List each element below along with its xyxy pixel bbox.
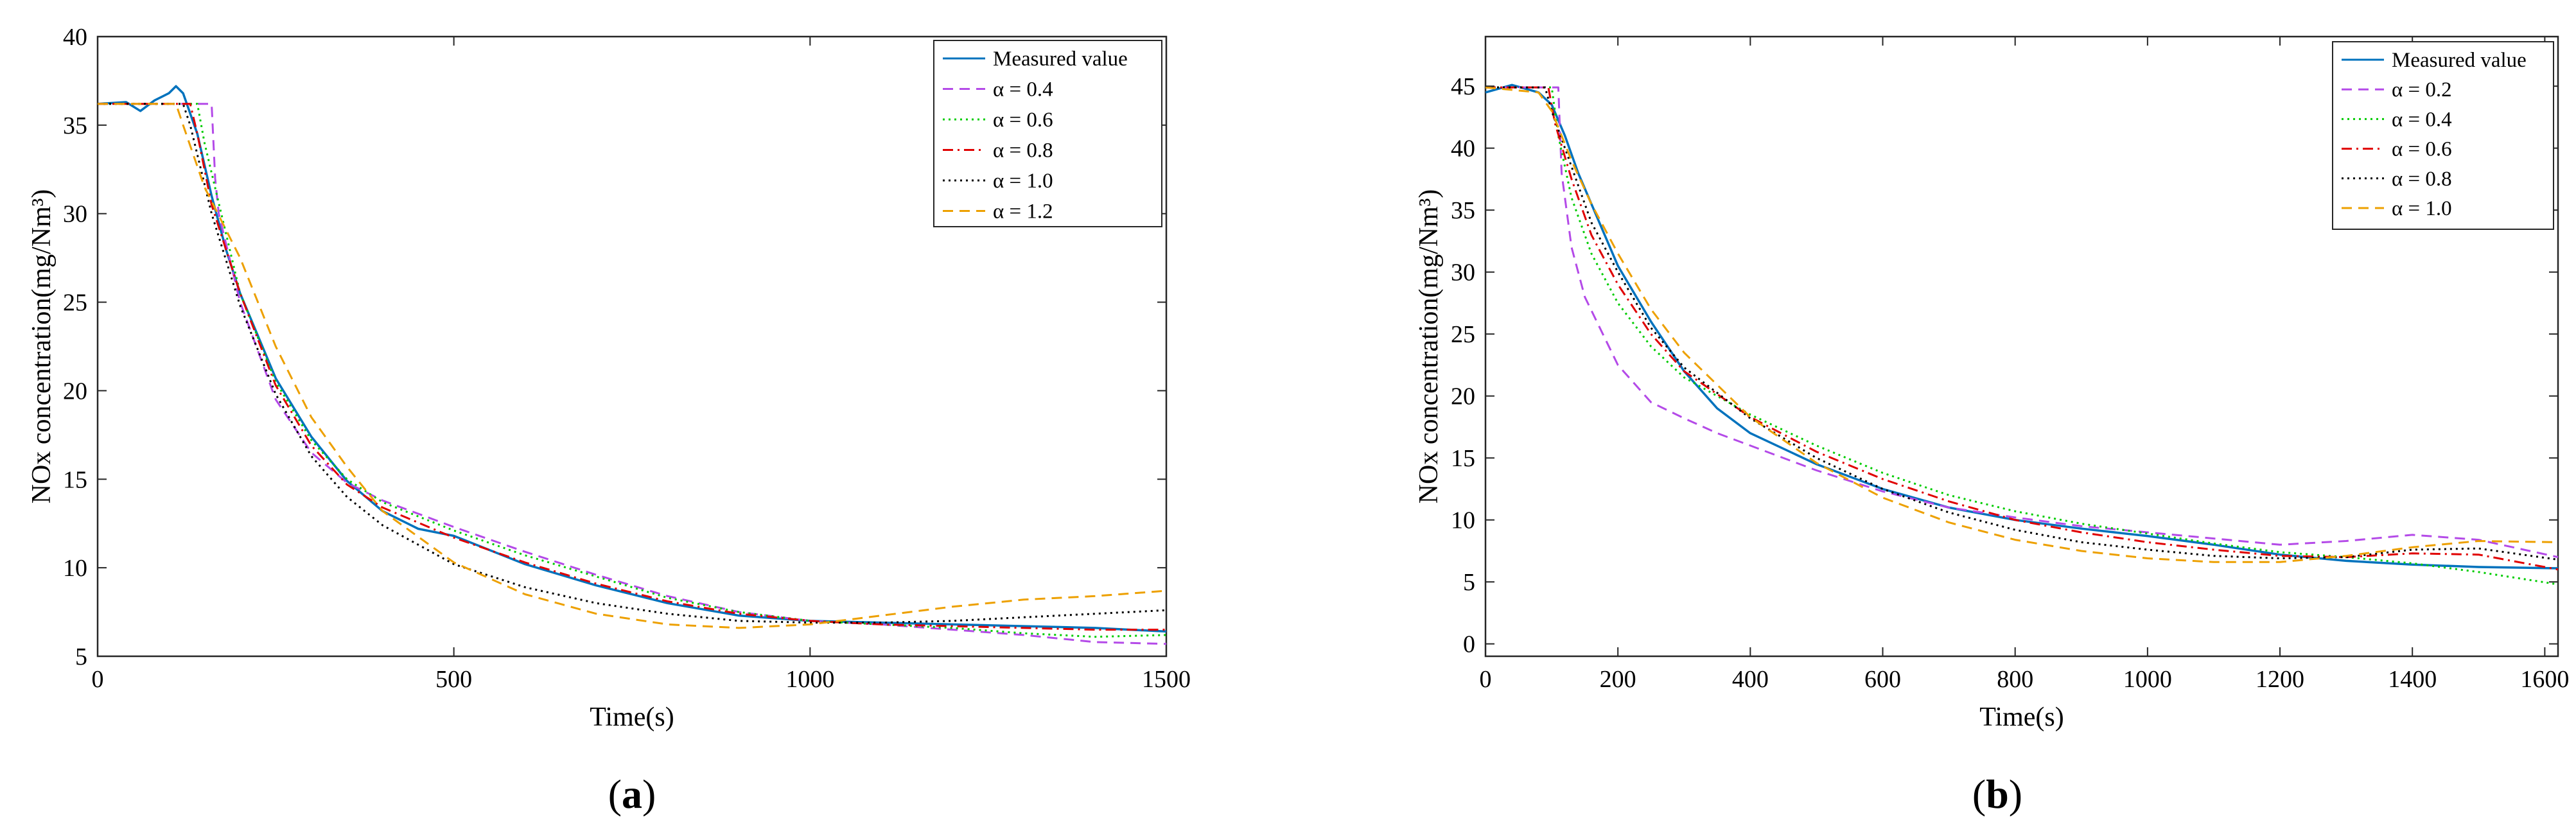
panel-a-label: (a) bbox=[608, 771, 656, 817]
panel-b-label: (b) bbox=[1972, 771, 2022, 817]
panel-b-label-open: ( bbox=[1972, 771, 1986, 817]
panel-b-x-axis-title: Time(s) bbox=[1979, 702, 2063, 732]
panel-b-y-tick-label: 25 bbox=[1451, 321, 1475, 348]
panel-b-chart: 0 200 400 600 800 1000 1200 1400 1600 0 5 10 15 20 25 3… bbox=[1414, 35, 2569, 817]
panel-b-legend-label-alpha-0-6: α = 0.6 bbox=[2392, 138, 2452, 161]
panel-a-y-tick-label: 5 bbox=[75, 643, 87, 670]
panel-a-legend-label-alpha-0-4: α = 0.4 bbox=[993, 78, 1053, 101]
panel-b-legend-label-alpha-1-0: α = 1.0 bbox=[2392, 197, 2452, 220]
panel-a-y-tick-label: 10 bbox=[63, 555, 87, 582]
panel-a-x-tick-label: 0 bbox=[92, 666, 104, 693]
panel-a-x-tick-label: 1500 bbox=[1142, 666, 1191, 693]
panel-b-label-letter: b bbox=[1986, 771, 2009, 817]
panel-a-series-alpha-1-2 bbox=[98, 103, 1167, 629]
panel-b-legend-label-alpha-0-8: α = 0.8 bbox=[2392, 168, 2452, 191]
panel-a-y-tick-label: 15 bbox=[63, 466, 87, 493]
panel-b-legend-label-alpha-0-4: α = 0.4 bbox=[2392, 108, 2452, 131]
panel-a-y-tick-label: 30 bbox=[63, 201, 87, 228]
panel-b-x-tick-label: 1600 bbox=[2520, 666, 2569, 693]
panel-a-label-letter: a bbox=[622, 771, 642, 817]
panel-b-series-alpha-0-2 bbox=[1485, 86, 2559, 559]
panel-b-series-measured-value bbox=[1485, 83, 2559, 570]
panel-b-label-close: ) bbox=[2009, 771, 2022, 817]
panel-b-y-tick-label: 10 bbox=[1451, 507, 1475, 534]
panel-a-y-tick-label: 35 bbox=[63, 112, 87, 139]
panel-a-legend-label-alpha-0-8: α = 0.8 bbox=[993, 139, 1053, 162]
panel-a-legend-label-alpha-0-6: α = 0.6 bbox=[993, 109, 1053, 132]
panel-a-y-tick-label: 40 bbox=[63, 24, 87, 51]
panel-b-x-tick-label: 1000 bbox=[2123, 666, 2172, 693]
panel-a-legend-box bbox=[933, 40, 1162, 227]
panel-b-x-tick-label: 400 bbox=[1732, 666, 1769, 693]
panel-b-x-tick-label: 1400 bbox=[2388, 666, 2437, 693]
panel-b-y-axis-title: NOx concentration(mg/Nm³) bbox=[1414, 189, 1444, 504]
panel-b-y-tick-label: 0 bbox=[1463, 631, 1475, 658]
panel-a-y-tick-label: 20 bbox=[63, 378, 87, 405]
panel-b-y-tick-label: 15 bbox=[1451, 445, 1475, 472]
panel-b-y-tick-label: 35 bbox=[1451, 197, 1475, 224]
panel-b-series-layer bbox=[1485, 83, 2559, 586]
panel-a-legend-label-measured-value: Measured value bbox=[993, 48, 1128, 71]
panel-b-x-tick-label: 200 bbox=[1600, 666, 1636, 693]
panel-b-legend-label-alpha-0-2: α = 0.2 bbox=[2392, 78, 2452, 101]
panel-b-y-tick-label: 20 bbox=[1451, 383, 1475, 410]
panel-a-legend-label-alpha-1-2: α = 1.2 bbox=[993, 200, 1053, 223]
panel-a-series-alpha-1-0 bbox=[98, 103, 1167, 624]
panel-a-legend-label-alpha-1-0: α = 1.0 bbox=[993, 170, 1053, 193]
panel-b-y-tick-label: 45 bbox=[1451, 73, 1475, 100]
panel-b-tick-layer: 0 200 400 600 800 1000 1200 1400 1600 0 5 10 15 20 25 3… bbox=[1451, 37, 2569, 693]
panel-a-series-alpha-0-8 bbox=[98, 103, 1166, 631]
panel-b-y-tick-label: 40 bbox=[1451, 135, 1475, 162]
panel-b-series-alpha-0-8 bbox=[1485, 86, 2559, 561]
panel-a-series-alpha-0-4 bbox=[98, 103, 1167, 645]
panel-b-legend: Measured value α = 0.2 α = 0.4 α = 0.6 α = 0… bbox=[2332, 41, 2554, 230]
panel-b-series-alpha-0-6 bbox=[1485, 86, 2559, 571]
panel-b-x-tick-label: 1200 bbox=[2256, 666, 2304, 693]
panel-a-x-tick-label: 1000 bbox=[785, 666, 834, 693]
panel-b-x-tick-label: 0 bbox=[1480, 666, 1492, 693]
panel-a-label-close: ) bbox=[642, 771, 656, 817]
panel-b-series-alpha-0-4 bbox=[1485, 86, 2559, 586]
panel-b-legend-box bbox=[2332, 41, 2554, 230]
panel-a-chart: 0 500 1000 1500 5 10 15 20 25 30 35 40 Time(s) NOx … bbox=[27, 24, 1191, 817]
panel-a-legend: Measured value α = 0.4 α = 0.6 α = 0.8 α = 1… bbox=[933, 40, 1162, 227]
panel-a-label-open: ( bbox=[608, 771, 622, 817]
panel-a-x-axis-title: Time(s) bbox=[590, 702, 674, 732]
panel-a-series-layer bbox=[97, 85, 1167, 645]
panel-a-y-tick-label: 25 bbox=[63, 290, 87, 317]
panel-b-legend-label-measured-value: Measured value bbox=[2392, 49, 2527, 72]
panel-a-tick-layer: 0 500 1000 1500 5 10 15 20 25 30 35 40 bbox=[63, 24, 1191, 693]
panel-a-x-tick-label: 500 bbox=[435, 666, 472, 693]
panel-b-x-tick-label: 800 bbox=[1997, 666, 2033, 693]
panel-a-y-axis-title: NOx concentration(mg/Nm³) bbox=[27, 189, 57, 504]
panel-b-y-tick-label: 5 bbox=[1463, 569, 1475, 596]
panel-b-y-tick-label: 30 bbox=[1451, 259, 1475, 286]
panel-b-x-tick-label: 600 bbox=[1864, 666, 1901, 693]
